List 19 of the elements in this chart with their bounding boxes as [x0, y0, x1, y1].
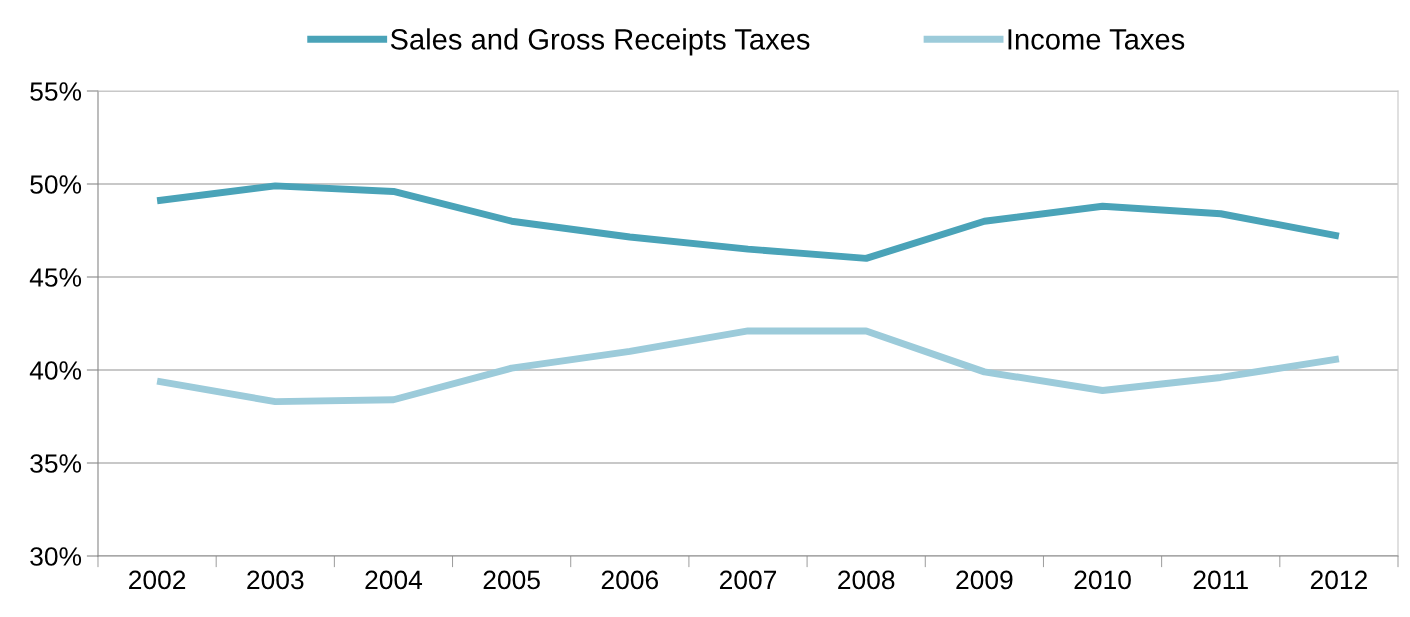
- legend-label: Income Taxes: [1008, 29, 1185, 50]
- x-tick-label: 2002: [129, 570, 186, 590]
- x-tick-label: 2010: [1074, 570, 1131, 590]
- y-tick-label: 40%: [29, 361, 82, 380]
- legend-label: Sales and Gross Receipts Taxes: [390, 28, 810, 56]
- x-tick-label: 2008: [838, 570, 895, 590]
- x-tick-label: 2006: [601, 570, 659, 590]
- x-tick-label: 2012: [1310, 570, 1367, 590]
- x-tick-label: 2007: [719, 570, 777, 590]
- y-tick-label: 55%: [30, 82, 82, 101]
- x-tick-label: 2011: [1193, 570, 1248, 590]
- y-tick-label: 30%: [30, 547, 82, 566]
- y-tick-label: 50%: [30, 175, 82, 194]
- x-tick-label: 2003: [247, 570, 304, 590]
- x-tick-label: 2009: [956, 570, 1013, 590]
- y-tick-label: 35%: [30, 454, 82, 473]
- x-tick-label: 2005: [483, 570, 540, 590]
- x-tick-label: 2004: [365, 570, 423, 590]
- y-tick-label: 45%: [29, 268, 82, 287]
